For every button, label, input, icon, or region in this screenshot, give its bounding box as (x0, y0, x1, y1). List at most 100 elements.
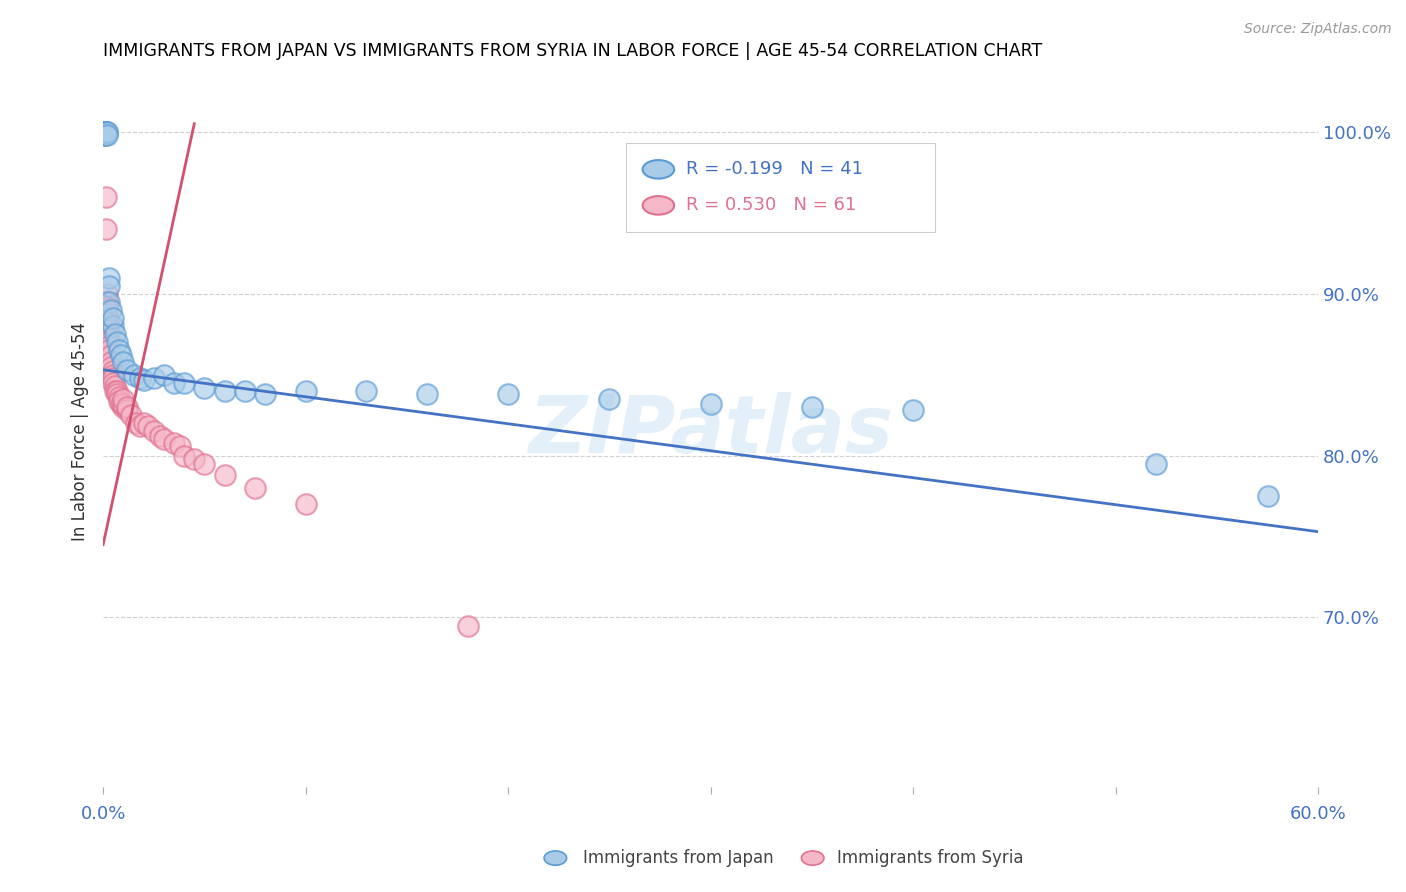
Point (96, 125, 118, 139)
Text: Immigrants from Japan: Immigrants from Japan (583, 849, 775, 867)
Point (94, 125, 117, 139)
Point (94, 125, 117, 139)
Point (98, 327, 121, 342)
Point (153, 433, 176, 447)
Point (105, 387, 128, 401)
Point (94, 125, 117, 139)
Point (356, 384, 378, 398)
Circle shape (801, 851, 824, 865)
Point (112, 392, 135, 406)
Point (96, 125, 118, 139)
Point (98, 294, 121, 309)
Point (117, 363, 139, 377)
Point (598, 392, 620, 406)
Point (98, 343, 121, 358)
Text: R = 0.530   N = 61: R = 0.530 N = 61 (686, 196, 856, 214)
Point (98, 335, 121, 350)
Point (94, 125, 117, 139)
Point (117, 403, 139, 417)
Point (100, 348, 122, 362)
Circle shape (643, 160, 675, 178)
Point (98, 270, 121, 285)
Point (183, 451, 205, 466)
Point (153, 368, 176, 382)
Point (901, 403, 924, 417)
Point (108, 393, 131, 408)
Circle shape (643, 196, 675, 215)
Point (132, 416, 155, 430)
Point (103, 376, 125, 390)
Point (96, 294, 118, 309)
Point (93, 125, 115, 139)
Point (124, 416, 146, 430)
Point (108, 390, 131, 404)
Point (96, 302, 118, 317)
Point (112, 397, 135, 411)
Point (98, 322, 121, 336)
Point (233, 384, 256, 398)
Point (128, 419, 150, 434)
Point (96, 222, 118, 236)
Point (416, 387, 439, 401)
Point (98, 332, 121, 346)
Text: Source: ZipAtlas.com: Source: ZipAtlas.com (1244, 22, 1392, 37)
Point (96, 306, 118, 320)
Point (193, 457, 215, 471)
Point (112, 400, 135, 414)
Point (1144, 457, 1167, 471)
Point (94, 125, 117, 139)
Point (214, 468, 236, 483)
Point (96, 189, 118, 203)
Point (103, 364, 125, 378)
Point (243, 481, 266, 495)
Point (94, 128, 117, 142)
Point (94, 125, 117, 139)
Point (96, 311, 118, 326)
Point (104, 379, 127, 393)
Point (122, 368, 145, 382)
Point (98, 316, 121, 330)
Point (112, 355, 135, 369)
Point (294, 384, 316, 398)
Point (169, 439, 191, 453)
Point (100, 359, 122, 374)
Point (110, 397, 132, 411)
Point (117, 400, 139, 414)
Point (699, 397, 721, 411)
Point (103, 319, 125, 334)
Point (104, 327, 127, 342)
Point (96, 294, 118, 309)
Point (163, 435, 186, 450)
Point (103, 311, 125, 326)
Point (105, 384, 128, 398)
Point (96, 300, 118, 314)
Text: ZIPatlas: ZIPatlas (529, 392, 893, 470)
Point (104, 384, 127, 398)
Point (1257, 489, 1279, 503)
Point (94, 125, 117, 139)
Point (173, 449, 195, 463)
Point (149, 429, 172, 443)
Point (193, 381, 215, 395)
Point (96, 286, 118, 301)
Point (93, 125, 115, 139)
Point (136, 419, 159, 434)
FancyBboxPatch shape (626, 143, 935, 232)
Text: IMMIGRANTS FROM JAPAN VS IMMIGRANTS FROM SYRIA IN LABOR FORCE | AGE 45-54 CORREL: IMMIGRANTS FROM JAPAN VS IMMIGRANTS FROM… (103, 42, 1042, 60)
Point (96, 128, 118, 142)
Point (103, 368, 125, 382)
Point (173, 376, 195, 390)
Point (98, 338, 121, 352)
Point (121, 408, 143, 422)
Point (93, 125, 115, 139)
Point (94, 128, 117, 142)
Point (800, 400, 823, 414)
Point (294, 497, 316, 511)
Point (110, 348, 132, 362)
Y-axis label: In Labor Force | Age 45-54: In Labor Force | Age 45-54 (72, 322, 89, 541)
Point (94, 125, 117, 139)
Point (100, 355, 122, 369)
Point (254, 387, 277, 401)
Point (103, 371, 125, 385)
Circle shape (544, 851, 567, 865)
